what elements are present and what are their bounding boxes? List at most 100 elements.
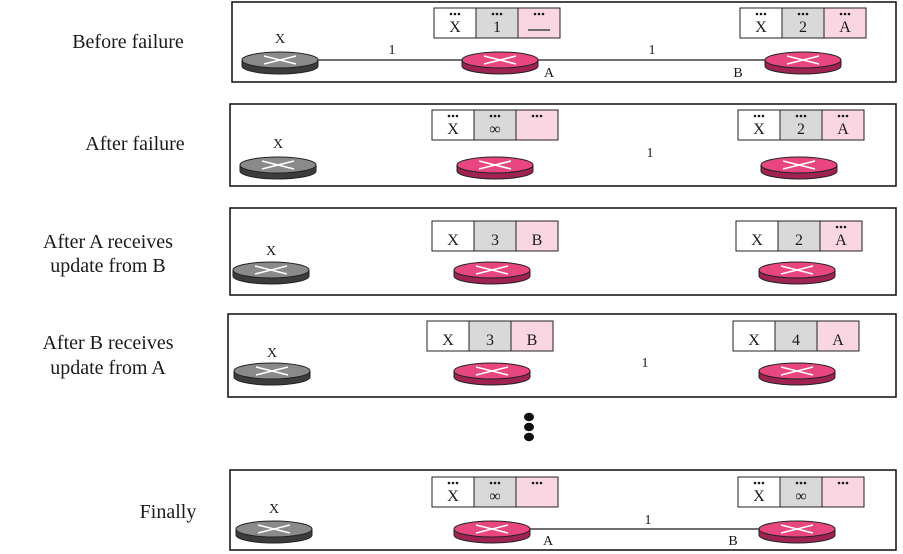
router-a [453, 520, 531, 544]
routing-table-b: X 2 A [737, 109, 865, 141]
node-x-label: X [267, 346, 277, 361]
router-b [758, 520, 836, 544]
router-a [461, 51, 539, 75]
node-b-label: B [733, 66, 742, 81]
ellipsis-dot [499, 12, 503, 16]
ellipsis-dot [533, 12, 537, 16]
ellipsis-dot [847, 12, 851, 16]
next-hop-cell [515, 109, 559, 141]
destination-cell-text: X [755, 19, 767, 36]
next-hop-cell-text: B [527, 332, 538, 349]
cost-cell-text: 3 [491, 232, 499, 249]
ellipsis-dot [757, 481, 761, 485]
stage-label: update from A [50, 357, 166, 379]
ellipsis-dot [535, 481, 539, 485]
destination-cell-text: X [447, 121, 459, 138]
ellipsis-dot [841, 114, 845, 118]
cost-cell-text: ∞ [795, 488, 806, 505]
ellipsis-dot [455, 481, 459, 485]
ellipsis-dot [449, 12, 453, 16]
next-hop-cell [816, 320, 860, 352]
continuation-dot [524, 412, 534, 422]
node-x-label: X [273, 137, 283, 152]
panel-frame [231, 1, 897, 83]
routing-table-b: X 2 A [735, 220, 863, 252]
ellipsis-dot [451, 114, 455, 118]
ellipsis-dot [841, 481, 845, 485]
ellipsis-dot [539, 481, 543, 485]
ellipsis-dot [759, 12, 763, 16]
node-x-label: X [266, 244, 276, 259]
destination-cell-text: X [447, 232, 459, 249]
ellipsis-dot [539, 114, 543, 118]
cost-cell-text: ∞ [489, 488, 500, 505]
ellipsis-dot [801, 12, 805, 16]
ellipsis-dot [537, 12, 541, 16]
node-a-label: A [544, 66, 555, 81]
router-b [760, 156, 838, 180]
ellipsis-dot [763, 12, 767, 16]
stage-label: Before failure [72, 31, 184, 53]
panel-1: Before failure X1 1A BX 1 X 2 A [72, 1, 897, 83]
ellipsis-dot [447, 481, 451, 485]
ellipsis-dot [489, 114, 493, 118]
router-x [232, 261, 310, 285]
cost-cell [777, 220, 821, 252]
stage-label: After B receives [42, 332, 173, 354]
link-ab-cost: 1 [647, 146, 654, 161]
next-hop-cell [517, 7, 561, 39]
ellipsis-dot [493, 114, 497, 118]
cost-cell-text: 4 [792, 332, 800, 349]
next-hop-cell [510, 320, 554, 352]
panel-frame [229, 469, 897, 551]
ellipsis-dot [839, 225, 843, 229]
panel-2: After failure X1X ∞ X 2 A [85, 103, 897, 187]
cost-cell-text: 3 [486, 332, 494, 349]
cost-cell-text: 2 [797, 121, 805, 138]
ellipsis-dot [799, 481, 803, 485]
destination-cell-text: X [753, 488, 765, 505]
ellipsis-dot [843, 225, 847, 229]
destination-cell-text: X [447, 488, 459, 505]
panel-frame [227, 313, 897, 398]
ellipsis-dot [797, 12, 801, 16]
ellipsis-dot [803, 114, 807, 118]
routing-table-a: X ∞ [431, 476, 559, 508]
next-hop-cell-text: B [532, 232, 543, 249]
ellipsis-dot [795, 114, 799, 118]
ellipsis-dot [451, 481, 455, 485]
cost-cell-text: 1 [493, 19, 501, 36]
ellipsis-dot [531, 481, 535, 485]
next-hop-cell-text: A [837, 121, 849, 138]
routing-table-a: X ∞ [431, 109, 559, 141]
destination-cell [431, 220, 475, 252]
ellipsis-dot [757, 114, 761, 118]
stage-label: Finally [140, 501, 197, 523]
link-ab-cost: 1 [649, 43, 656, 58]
cost-cell-text: ∞ [489, 121, 500, 138]
node-x-label: X [275, 32, 285, 47]
next-hop-cell [515, 220, 559, 252]
destination-cell-text: X [449, 19, 461, 36]
ellipsis-dot [837, 481, 841, 485]
ellipsis-dot [845, 114, 849, 118]
next-hop-cell [821, 109, 865, 141]
router-x [233, 362, 311, 386]
next-hop-cell [515, 476, 559, 508]
routing-table-a: X 3 B [426, 320, 554, 352]
stage-label: After A receives [43, 231, 173, 253]
destination-cell-text: X [748, 332, 760, 349]
ellipsis-dot [453, 12, 457, 16]
ellipsis-dot [803, 481, 807, 485]
panel-4: After B receives update from A X 1 X 3 B X 4 A [42, 313, 897, 398]
router-b [764, 51, 842, 75]
routing-table-b: X 4 A [732, 320, 860, 352]
ellipsis-dot [491, 12, 495, 16]
ellipsis-dot [497, 481, 501, 485]
ellipsis-dot [835, 225, 839, 229]
destination-cell [732, 320, 776, 352]
ellipsis-dot [795, 481, 799, 485]
link-xa-cost: 1 [389, 43, 396, 58]
cost-cell-text: 2 [795, 232, 803, 249]
